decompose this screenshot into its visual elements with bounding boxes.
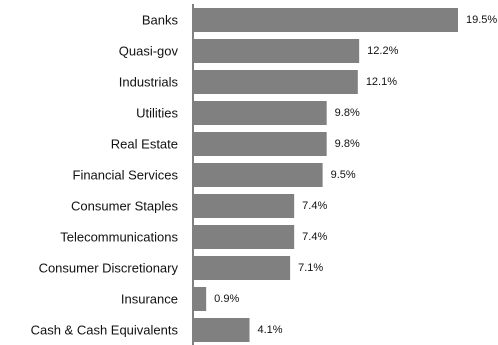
bar-7	[194, 225, 294, 249]
category-label-6: Consumer Staples	[71, 199, 178, 214]
category-label-2: Industrials	[119, 75, 179, 90]
value-label-2: 12.1%	[366, 76, 397, 88]
category-label-4: Real Estate	[111, 137, 178, 152]
category-label-9: Insurance	[121, 292, 178, 307]
value-label-9: 0.9%	[214, 293, 239, 305]
category-label-5: Financial Services	[73, 168, 179, 183]
value-label-3: 9.8%	[335, 107, 360, 119]
category-label-0: Banks	[142, 13, 179, 28]
value-label-0: 19.5%	[466, 14, 497, 26]
bar-6	[194, 194, 294, 218]
value-label-1: 12.2%	[367, 45, 398, 57]
bar-9	[194, 287, 206, 311]
value-label-6: 7.4%	[302, 200, 327, 212]
value-label-7: 7.4%	[302, 231, 327, 243]
category-label-10: Cash & Cash Equivalents	[31, 323, 179, 338]
bars-group: Banks 19.5% Quasi-gov 12.2% Industrials 12.1%…	[31, 8, 498, 342]
value-label-5: 9.5%	[331, 169, 356, 181]
value-label-10: 4.1%	[258, 324, 283, 336]
bar-5	[194, 163, 323, 187]
bar-8	[194, 256, 290, 280]
category-label-8: Consumer Discretionary	[39, 261, 179, 276]
bar-4	[194, 132, 327, 156]
bar-10	[194, 318, 250, 342]
category-label-7: Telecommunications	[60, 230, 178, 245]
value-label-8: 7.1%	[298, 262, 323, 274]
bar-3	[194, 101, 327, 125]
category-label-1: Quasi-gov	[119, 44, 179, 59]
bar-0	[194, 8, 458, 32]
category-label-3: Utilities	[136, 106, 178, 121]
value-label-4: 9.8%	[335, 138, 360, 150]
bar-2	[194, 70, 358, 94]
bar-1	[194, 39, 359, 63]
